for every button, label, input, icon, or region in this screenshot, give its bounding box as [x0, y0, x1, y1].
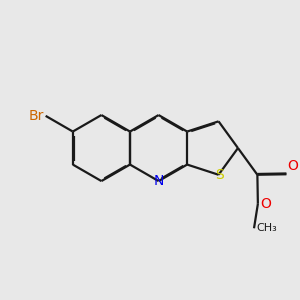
Text: Br: Br — [28, 109, 44, 123]
Text: N: N — [153, 174, 164, 188]
Text: O: O — [260, 197, 271, 211]
Text: S: S — [215, 168, 224, 182]
Text: O: O — [287, 159, 298, 173]
Text: CH₃: CH₃ — [256, 223, 277, 233]
